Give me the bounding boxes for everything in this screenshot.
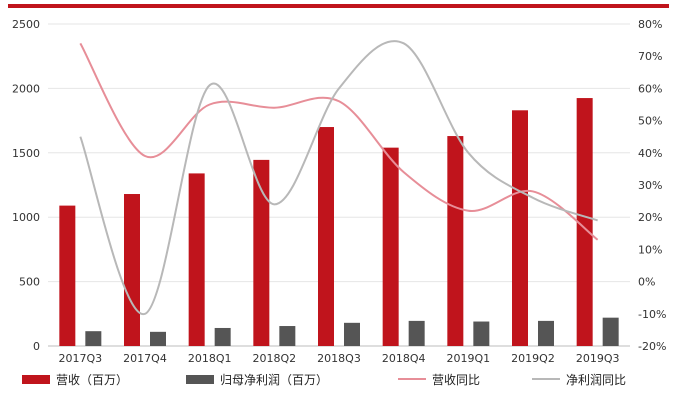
x-axis-tick-label: 2017Q3: [59, 352, 103, 365]
left-axis-tick-label: 2000: [12, 82, 40, 95]
legend-swatch-profit-yoy: [532, 378, 560, 380]
legend-label-revenue: 营收（百万）: [56, 372, 129, 387]
legend-label-profit-yoy: 净利润同比: [566, 372, 627, 387]
legend-item-net-profit: 归母净利润（百万）: [186, 370, 328, 388]
net-profit-bar: [408, 320, 425, 346]
x-axis-tick-label: 2019Q1: [447, 352, 491, 365]
x-axis-tick-label: 2019Q3: [576, 352, 620, 365]
right-axis-tick-label: 70%: [638, 50, 662, 63]
right-axis-tick-label: 60%: [638, 82, 662, 95]
right-axis-tick-label: 0%: [638, 276, 655, 289]
header-rule: [8, 4, 669, 8]
right-axis-tick-label: 80%: [638, 18, 662, 31]
x-axis-tick-label: 2018Q2: [253, 352, 297, 365]
revenue-bar: [188, 173, 205, 346]
right-axis-tick-label: -10%: [638, 308, 666, 321]
left-axis-tick-label: 1000: [12, 211, 40, 224]
x-axis-tick-label: 2018Q1: [188, 352, 232, 365]
net-profit-bar: [150, 331, 166, 346]
revenue-bar: [253, 159, 270, 346]
right-axis-tick-label: -20%: [638, 340, 666, 353]
x-axis-tick-label: 2019Q2: [511, 352, 555, 365]
x-axis-tick-label: 2017Q4: [123, 352, 167, 365]
net-profit-bar: [473, 321, 490, 346]
net-profit-bar: [602, 317, 619, 346]
left-axis-tick-label: 1500: [12, 147, 40, 160]
right-axis-tick-label: 20%: [638, 211, 662, 224]
legend-swatch-revenue-yoy: [398, 378, 426, 380]
left-axis-tick-label: 500: [19, 276, 40, 289]
profit-yoy-line: [79, 40, 598, 315]
legend-swatch-revenue: [22, 374, 50, 384]
legend-item-profit-yoy: 净利润同比: [532, 370, 626, 388]
right-axis-tick-label: 30%: [638, 179, 662, 192]
net-profit-bar: [538, 320, 554, 346]
right-axis-tick-label: 40%: [638, 147, 662, 160]
x-axis-tick-label: 2018Q3: [317, 352, 361, 365]
net-profit-bar: [214, 327, 231, 346]
revenue-bar: [382, 147, 399, 346]
legend-item-revenue-yoy: 营收同比: [398, 370, 480, 388]
revenue-bar: [512, 110, 528, 347]
revenue-bar: [124, 194, 140, 346]
right-axis-tick-label: 10%: [638, 243, 662, 256]
left-axis-tick-label: 0: [33, 340, 40, 353]
net-profit-bar: [344, 322, 360, 346]
legend-label-revenue-yoy: 营收同比: [432, 372, 481, 387]
revenue-bar: [447, 136, 464, 346]
net-profit-bar: [85, 331, 102, 346]
right-axis-tick-label: 50%: [638, 115, 662, 128]
net-profit-bar: [279, 326, 296, 346]
legend-item-revenue: 营收（百万）: [22, 370, 128, 388]
revenue-bar: [576, 98, 593, 346]
revenue-bar: [59, 205, 76, 346]
legend-swatch-net-profit: [186, 374, 214, 384]
left-axis-tick-label: 2500: [12, 18, 40, 31]
legend-label-net-profit: 归母净利润（百万）: [220, 372, 329, 387]
revenue-yoy-line: [79, 42, 599, 241]
revenue-bar: [318, 127, 334, 346]
x-axis-tick-label: 2018Q4: [382, 352, 426, 365]
chart-legend: 营收（百万） 归母净利润（百万） 营收同比 净利润同比: [0, 366, 675, 392]
